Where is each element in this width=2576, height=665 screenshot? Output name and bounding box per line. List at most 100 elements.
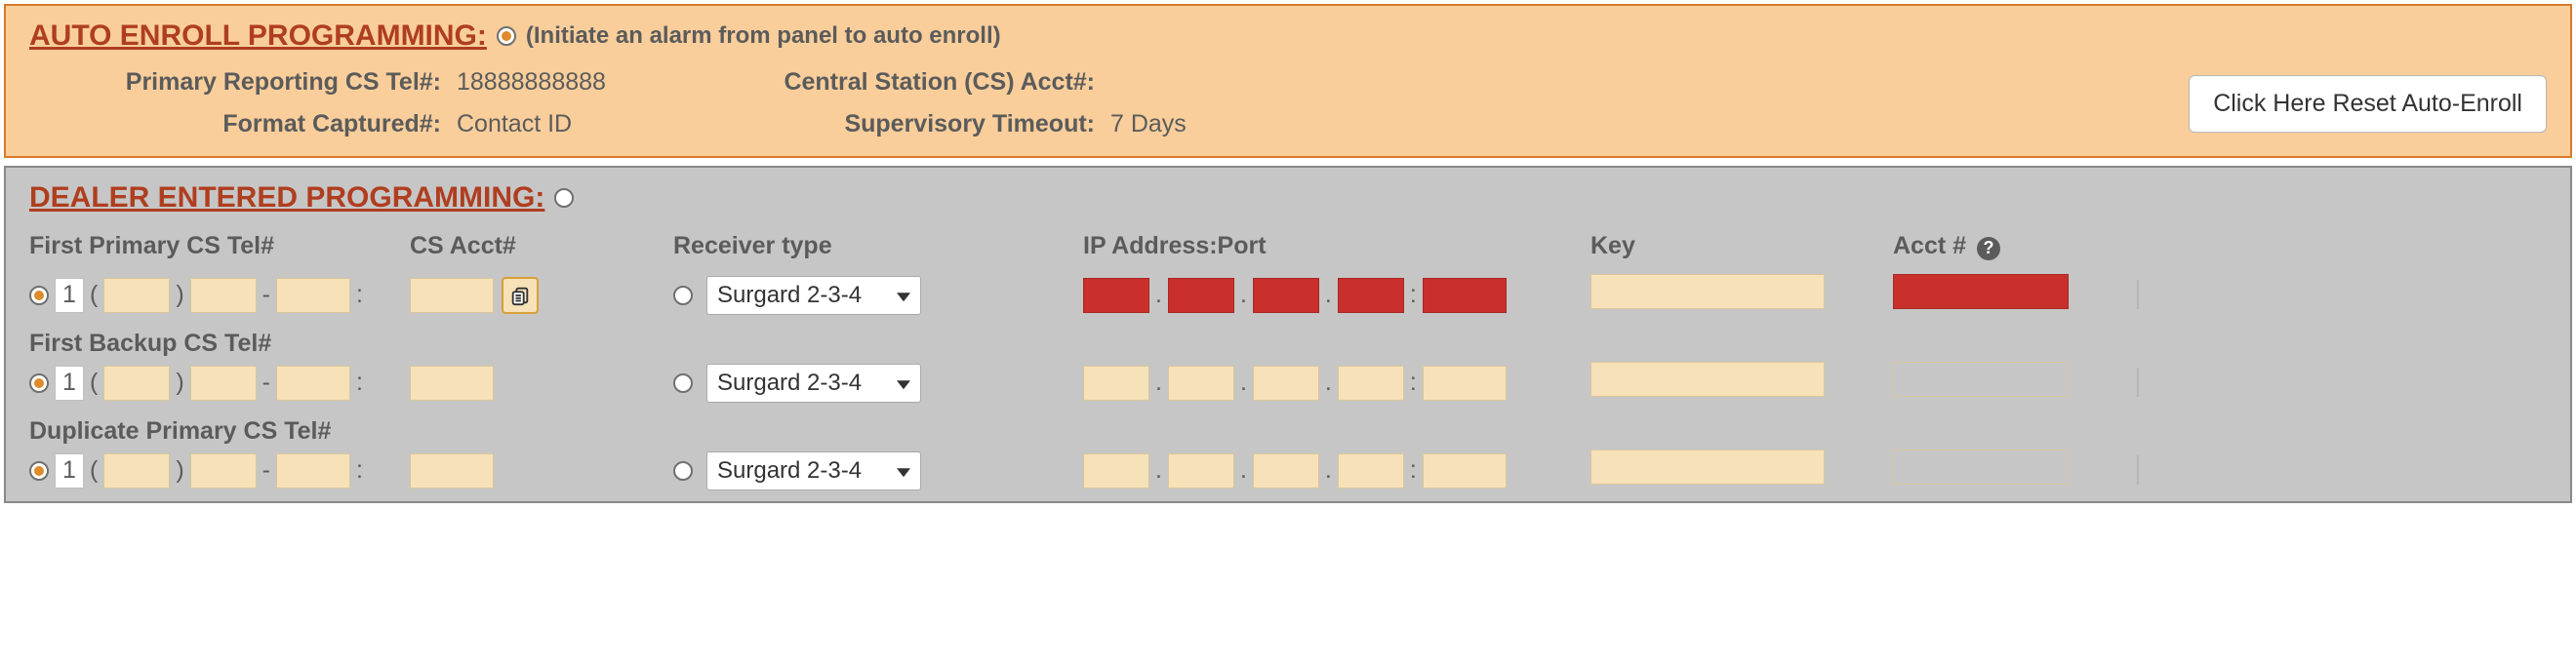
tel-area-input[interactable] (103, 453, 170, 489)
tel-group: 1()-: (29, 278, 400, 313)
country-code-box[interactable]: 1 (55, 366, 84, 401)
auto-enroll-radio[interactable] (497, 26, 516, 46)
format-pair: Format Captured#: Contact ID (29, 110, 654, 138)
country-code-box[interactable]: 1 (55, 453, 84, 489)
clipboard-icon (509, 285, 531, 306)
receiver-cell: Surgard 2-3-4 (673, 364, 1073, 403)
ip-octet-1-input[interactable] (1083, 366, 1149, 401)
dealer-radio[interactable] (554, 188, 574, 208)
row-checkbox-cell (2137, 456, 2195, 485)
ip-octet-1-input[interactable] (1083, 453, 1149, 489)
ip-octet-3-input[interactable] (1253, 366, 1319, 401)
dash: - (262, 281, 270, 309)
paren-close: ) (176, 369, 183, 397)
paren-open: ( (90, 456, 98, 485)
header-ip-port: IP Address:Port (1083, 232, 1581, 260)
header-first-primary-tel: First Primary CS Tel# (29, 232, 400, 260)
row-checkbox[interactable] (2137, 368, 2139, 397)
receiver-type-select[interactable]: Surgard 2-3-4 (706, 364, 921, 403)
tel-line-input[interactable] (276, 366, 350, 401)
receiver-radio[interactable] (673, 373, 693, 393)
help-icon[interactable]: ? (1977, 237, 2000, 260)
receiver-radio[interactable] (673, 461, 693, 481)
header-cs-acct: CS Acct# (410, 232, 664, 260)
ip-octet-4-input[interactable] (1338, 453, 1404, 489)
ip-octet-1-input[interactable] (1083, 278, 1149, 313)
dealer-row: 1()-: Surgard 2-3-4...: (29, 274, 2547, 316)
tel-line-input[interactable] (276, 453, 350, 489)
acct-cell (1893, 362, 2127, 404)
tel-radio[interactable] (29, 286, 49, 305)
receiver-cell: Surgard 2-3-4 (673, 276, 1073, 315)
port-input[interactable] (1423, 278, 1507, 313)
format-value: Contact ID (457, 110, 572, 138)
acct-input[interactable] (1893, 274, 2069, 309)
key-input[interactable] (1590, 362, 1825, 397)
tel-radio[interactable] (29, 373, 49, 393)
row-checkbox[interactable] (2137, 280, 2139, 309)
ip-octet-3-input[interactable] (1253, 453, 1319, 489)
ip-octet-4-input[interactable] (1338, 366, 1404, 401)
tel-radio[interactable] (29, 461, 49, 481)
cs-acct-input[interactable] (410, 366, 494, 401)
tel-group: 1()-: (29, 453, 400, 489)
key-input[interactable] (1590, 274, 1825, 309)
dealer-title-text: DEALER ENTERED PROGRAMMING: (29, 181, 544, 215)
tel-line-input[interactable] (276, 278, 350, 313)
tel-prefix-input[interactable] (190, 366, 257, 401)
receiver-radio[interactable] (673, 286, 693, 305)
key-cell (1590, 450, 1883, 491)
ip-octet-2-input[interactable] (1168, 453, 1234, 489)
country-code-box[interactable]: 1 (55, 278, 84, 313)
ip-port-group: ...: (1083, 278, 1581, 313)
dash: - (262, 456, 270, 485)
ip-port-group: ...: (1083, 453, 1581, 489)
dealer-row-block: First Backup CS Tel#1()-:Surgard 2-3-4..… (29, 330, 2547, 404)
ip-octet-2-input[interactable] (1168, 278, 1234, 313)
key-input[interactable] (1590, 450, 1825, 485)
port-input[interactable] (1423, 453, 1507, 489)
dealer-row-block: Duplicate Primary CS Tel#1()-:Surgard 2-… (29, 417, 2547, 491)
receiver-type-select[interactable]: Surgard 2-3-4 (706, 276, 921, 315)
dot: . (1325, 281, 1332, 309)
key-cell (1590, 362, 1883, 404)
acct-input[interactable] (1893, 450, 2069, 485)
receiver-type-select[interactable]: Surgard 2-3-4 (706, 451, 921, 490)
ip-octet-4-input[interactable] (1338, 278, 1404, 313)
colon: : (356, 369, 363, 397)
port-input[interactable] (1423, 366, 1507, 401)
colon: : (356, 456, 363, 485)
header-receiver-type: Receiver type (673, 232, 1073, 260)
dealer-panel: DEALER ENTERED PROGRAMMING: First Primar… (4, 166, 2572, 503)
cs-acct-label: Central Station (CS) Acct#: (654, 68, 1103, 97)
cs-acct-cell (410, 277, 664, 314)
dealer-row: 1()-: Surgard 2-3-4...: (29, 450, 2547, 491)
ip-octet-2-input[interactable] (1168, 366, 1234, 401)
colon: : (1410, 369, 1417, 397)
supervisory-label: Supervisory Timeout: (654, 110, 1103, 138)
cs-acct-input[interactable] (410, 278, 494, 313)
ip-octet-3-input[interactable] (1253, 278, 1319, 313)
cs-acct-pair: Central Station (CS) Acct#: (654, 68, 1317, 97)
auto-enroll-hint: (Initiate an alarm from panel to auto en… (526, 22, 1001, 50)
reset-auto-enroll-button[interactable]: Click Here Reset Auto-Enroll (2189, 75, 2547, 133)
dot: . (1325, 369, 1332, 397)
cs-acct-cell (410, 453, 664, 489)
tel-prefix-input[interactable] (190, 278, 257, 313)
tel-area-input[interactable] (103, 278, 170, 313)
tel-group: 1()-: (29, 366, 400, 401)
row-checkbox[interactable] (2137, 455, 2139, 485)
primary-tel-value: 18888888888 (457, 68, 606, 97)
acct-cell (1893, 274, 2127, 316)
dealer-row: 1()-:Surgard 2-3-4...: (29, 362, 2547, 404)
acct-input[interactable] (1893, 362, 2069, 397)
tel-area-input[interactable] (103, 366, 170, 401)
dot: . (1240, 281, 1247, 309)
colon: : (356, 281, 363, 309)
receiver-cell: Surgard 2-3-4 (673, 451, 1073, 490)
clipboard-button[interactable] (502, 277, 539, 314)
cs-acct-input[interactable] (410, 453, 494, 489)
dealer-header-row: First Primary CS Tel# CS Acct# Receiver … (29, 232, 2547, 260)
tel-prefix-input[interactable] (190, 453, 257, 489)
colon: : (1410, 456, 1417, 485)
